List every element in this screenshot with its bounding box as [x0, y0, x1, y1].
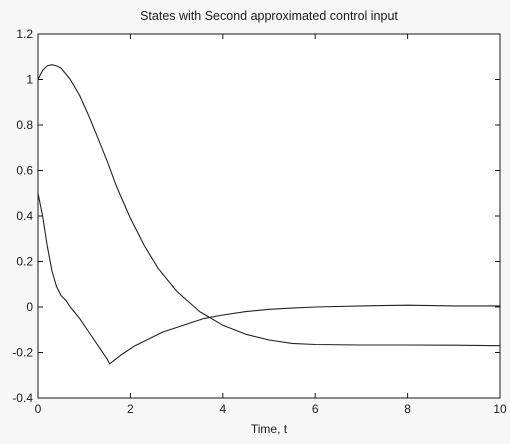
x-tick-label: 4 — [219, 402, 226, 416]
axis-ticks: 0 2 4 6 8 10 -0.4 -0.2 0 0.2 0.4 0.6 0.8 1 1.2 — [12, 27, 507, 416]
y-tick-label: 0.4 — [16, 209, 33, 223]
x-tick-label: 0 — [35, 402, 42, 416]
y-tick-label: -0.2 — [12, 346, 33, 360]
y-tick-label: -0.4 — [12, 391, 33, 405]
x-axis-label: Time, t — [251, 422, 288, 436]
y-tick-label: 1.2 — [16, 27, 33, 41]
series-line-2 — [37, 193, 500, 365]
y-tick-label: 0 — [26, 300, 33, 314]
y-tick-label: 0.2 — [16, 255, 33, 269]
series-line-1 — [37, 64, 501, 347]
y-tick-label: 0.8 — [16, 118, 33, 132]
x-tick-label: 10 — [493, 402, 507, 416]
plot-area — [37, 33, 501, 399]
y-tick-label: 0.6 — [16, 164, 33, 178]
x-tick-label: 2 — [127, 402, 134, 416]
y-tick-label: 1 — [26, 73, 33, 87]
chart-title: States with Second approximated control … — [140, 9, 398, 23]
data-series — [37, 64, 501, 365]
x-tick-label: 6 — [312, 402, 319, 416]
x-tick-label: 8 — [404, 402, 411, 416]
